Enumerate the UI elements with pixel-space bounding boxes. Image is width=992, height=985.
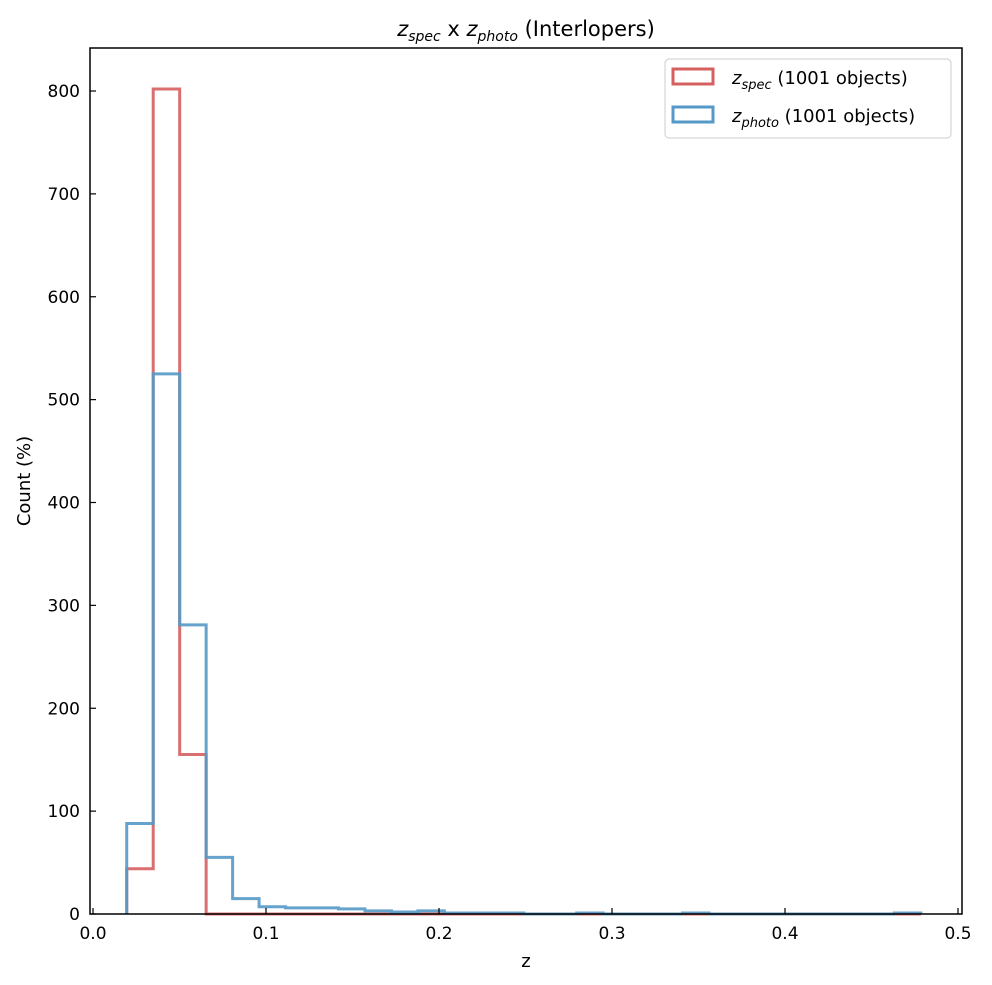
y-tick-label: 100 bbox=[48, 802, 80, 822]
series-layer bbox=[125, 87, 923, 916]
series-spec-outline bbox=[125, 87, 921, 916]
y-tick-label: 400 bbox=[48, 494, 80, 514]
x-axis: 0.0 0.1 0.2 0.3 0.4 0.5 bbox=[79, 908, 972, 944]
legend-sub-spec: spec bbox=[741, 78, 771, 93]
title-var-b: z bbox=[466, 17, 479, 41]
legend: zspec (1001 objects) zphoto (1001 object… bbox=[664, 58, 952, 139]
bar-photo-4 bbox=[233, 899, 259, 914]
bar-photo-3 bbox=[206, 857, 232, 914]
legend-label-spec: zspec (1001 objects) bbox=[731, 68, 908, 93]
legend-var-spec: z bbox=[731, 68, 742, 89]
legend-box bbox=[664, 58, 952, 139]
y-tick-label: 300 bbox=[48, 596, 80, 616]
title-sub-b: photo bbox=[477, 29, 518, 45]
chart-title: zspec x zphoto (Interlopers) bbox=[396, 17, 655, 45]
plot-frame bbox=[89, 47, 963, 915]
y-tick-label: 800 bbox=[48, 82, 80, 102]
title-sub-a: spec bbox=[408, 29, 441, 45]
legend-suffix-spec: (1001 objects) bbox=[772, 68, 908, 89]
x-axis-label: z bbox=[521, 951, 530, 972]
series-photo-outline bbox=[125, 372, 923, 916]
y-axis: 0 100 200 300 400 500 600 700 800 bbox=[48, 82, 96, 925]
legend-swatch-photo bbox=[671, 105, 715, 124]
y-tick-label: 700 bbox=[48, 185, 80, 205]
x-tick-label: 0.5 bbox=[944, 924, 971, 944]
title-sep: x bbox=[441, 17, 467, 41]
y-axis-label: Count (%) bbox=[14, 436, 35, 526]
title-var-a: z bbox=[396, 17, 409, 41]
y-tick-label: 0 bbox=[69, 905, 80, 925]
x-tick-label: 0.4 bbox=[771, 924, 798, 944]
bar-photo-1 bbox=[153, 374, 179, 914]
legend-label-photo: zphoto (1001 objects) bbox=[731, 106, 915, 131]
bar-spec-0 bbox=[127, 869, 153, 914]
x-tick-label: 0.1 bbox=[252, 924, 279, 944]
x-tick-label: 0.2 bbox=[425, 924, 452, 944]
y-tick-label: 600 bbox=[48, 288, 80, 308]
x-tick-label: 0.3 bbox=[598, 924, 625, 944]
title-suffix: (Interlopers) bbox=[518, 17, 655, 41]
legend-suffix-photo: (1001 objects) bbox=[779, 106, 915, 127]
legend-sub-photo: photo bbox=[740, 116, 779, 131]
bar-spec-1 bbox=[153, 89, 179, 914]
bar-spec-2 bbox=[180, 755, 206, 914]
x-tick-label: 0.0 bbox=[79, 924, 106, 944]
y-tick-label: 200 bbox=[48, 699, 80, 719]
legend-swatch-spec bbox=[671, 67, 715, 86]
legend-var-photo: z bbox=[731, 106, 742, 127]
bar-photo-2 bbox=[180, 625, 206, 914]
y-tick-label: 500 bbox=[48, 391, 80, 411]
